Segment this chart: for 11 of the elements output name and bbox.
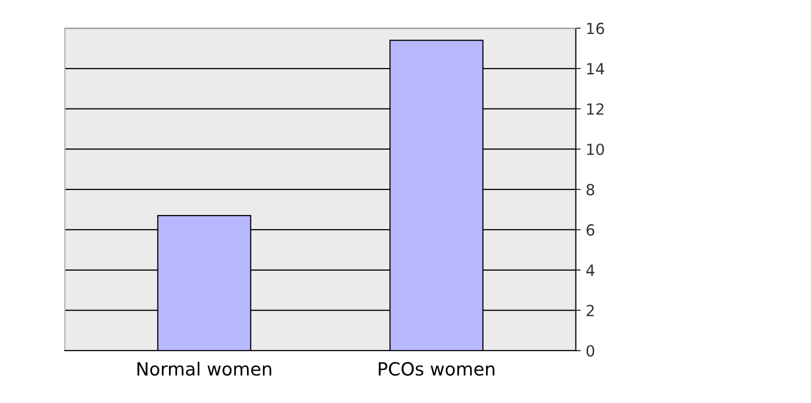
y-tick-label: 8 bbox=[586, 184, 594, 196]
y-tick-label: 14 bbox=[587, 63, 604, 74]
y-tick-label: 0 bbox=[586, 345, 594, 357]
y-tick-label: 4 bbox=[586, 264, 594, 276]
y-tick-label: 16 bbox=[587, 22, 604, 34]
y-tick-label: 6 bbox=[586, 224, 594, 236]
y-tick-label: 2 bbox=[586, 304, 594, 316]
x-tick-label: PCOs women bbox=[378, 362, 494, 376]
x-tick-label: Normal women bbox=[137, 362, 272, 376]
y-tick-label: 10 bbox=[587, 144, 604, 156]
y-tick-label: 12 bbox=[587, 103, 604, 115]
